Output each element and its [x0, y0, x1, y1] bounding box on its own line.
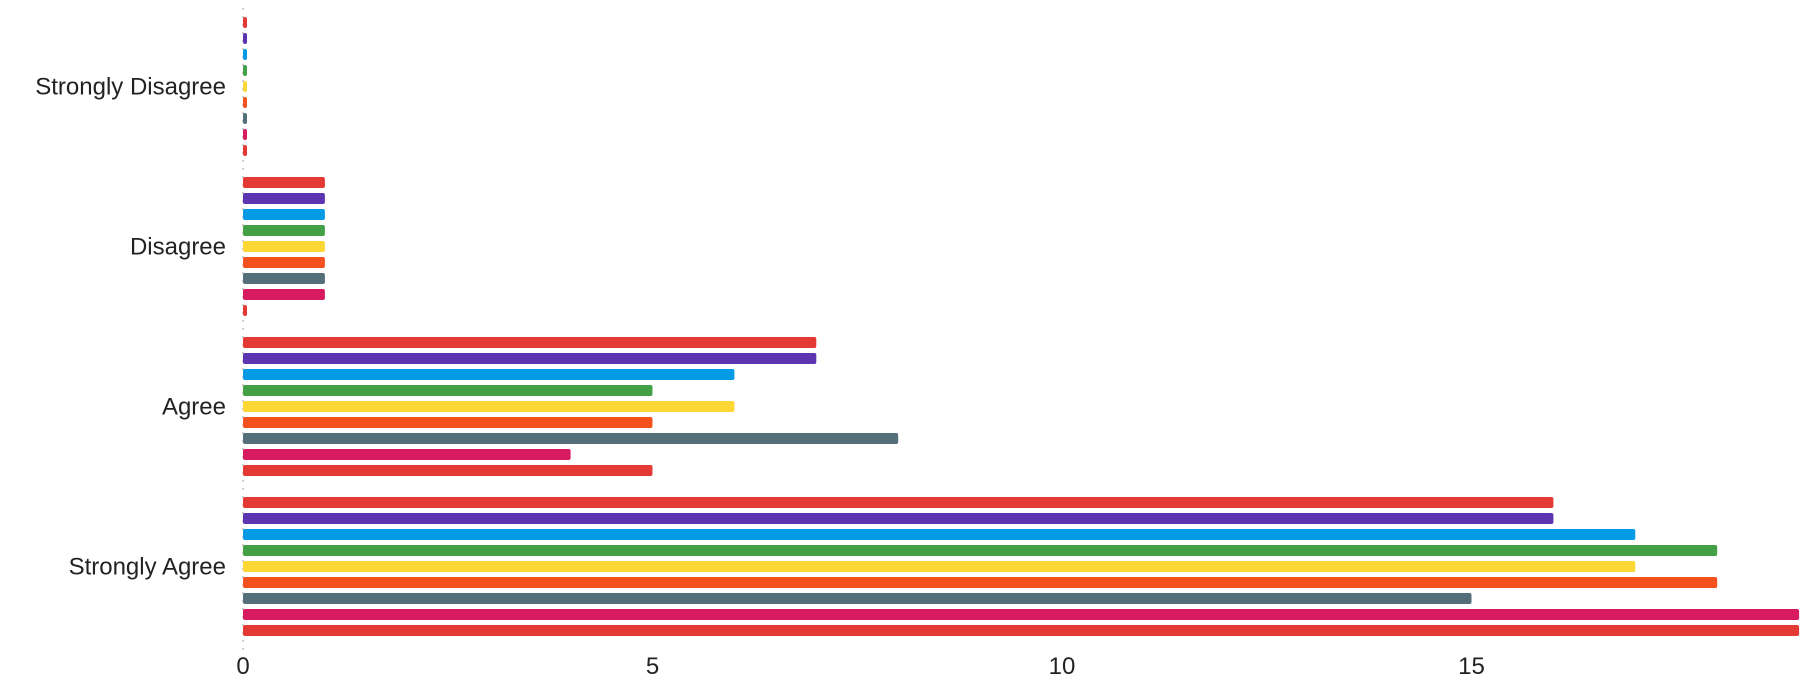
x-tick-label: 10	[1049, 653, 1076, 678]
bar-strongly-agree-series-1	[243, 497, 1554, 508]
x-tick-label: 15	[1458, 653, 1485, 678]
category-label: Strongly Agree	[69, 554, 226, 581]
bar-strongly-agree-series-3	[243, 529, 1636, 540]
bar-agree-series-5	[243, 401, 735, 412]
category-label: Agree	[162, 394, 226, 421]
bar-disagree-series-1	[243, 177, 325, 188]
bar-agree-series-6	[243, 417, 653, 428]
x-tick-label: 0	[236, 653, 249, 678]
bar-strongly-disagree-series-1	[243, 17, 247, 28]
bar-strongly-disagree-series-3	[243, 49, 247, 60]
bar-strongly-agree-series-6	[243, 577, 1718, 588]
bar-agree-series-4	[243, 385, 653, 396]
bar-agree-series-2	[243, 353, 817, 364]
bar-agree-series-3	[243, 369, 735, 380]
bar-strongly-disagree-series-2	[243, 33, 247, 44]
bar-disagree-series-9	[243, 305, 247, 316]
category-label: Strongly Disagree	[35, 74, 226, 101]
bar-disagree-series-5	[243, 241, 325, 252]
bar-strongly-disagree-series-9	[243, 145, 247, 156]
bar-agree-series-1	[243, 337, 817, 348]
bar-agree-series-9	[243, 465, 653, 476]
bar-disagree-series-6	[243, 257, 325, 268]
bar-strongly-agree-series-7	[243, 593, 1472, 604]
bar-strongly-agree-series-4	[243, 545, 1718, 556]
bar-strongly-disagree-series-7	[243, 113, 247, 124]
bar-disagree-series-4	[243, 225, 325, 236]
bar-strongly-disagree-series-5	[243, 81, 247, 92]
bar-strongly-disagree-series-4	[243, 65, 247, 76]
bar-strongly-agree-series-2	[243, 513, 1554, 524]
bar-agree-series-7	[243, 433, 899, 444]
bar-strongly-agree-series-5	[243, 561, 1636, 572]
bar-strongly-agree-series-9	[243, 625, 1800, 636]
labels-layer: Strongly Disagree Disagree Agree Strongly A…	[35, 74, 1485, 678]
bar-strongly-disagree-series-8	[243, 129, 247, 140]
category-label: Disagree	[130, 234, 226, 261]
bar-disagree-series-3	[243, 209, 325, 220]
x-tick-label: 5	[646, 653, 659, 678]
bar-disagree-series-8	[243, 289, 325, 300]
bar-strongly-disagree-series-6	[243, 97, 247, 108]
bar-disagree-series-7	[243, 273, 325, 284]
bar-disagree-series-2	[243, 193, 325, 204]
bars-layer	[243, 17, 1800, 636]
bar-agree-series-8	[243, 449, 571, 460]
bar-strongly-agree-series-8	[243, 609, 1800, 620]
